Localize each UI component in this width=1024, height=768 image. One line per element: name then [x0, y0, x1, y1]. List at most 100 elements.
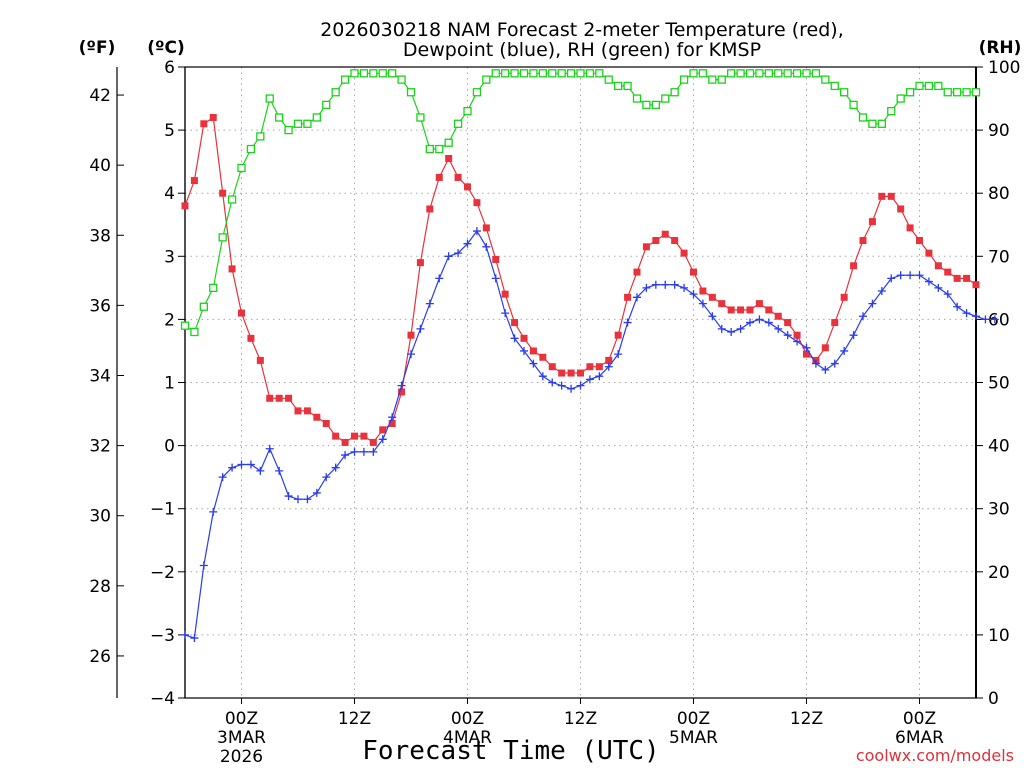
- dewpoint-point: [633, 293, 641, 302]
- dewpoint-point: [322, 473, 331, 482]
- rh-point: [416, 113, 425, 122]
- rh-point: [501, 69, 510, 78]
- rh-point: [265, 94, 274, 103]
- x-axis-label: Forecast Time (UTC): [362, 736, 659, 766]
- rh-point: [566, 69, 576, 78]
- rh-point: [519, 69, 529, 78]
- celsius-tick-label: 2: [164, 310, 175, 330]
- temperature-point: [916, 237, 923, 245]
- rh-tick-label: 80: [988, 184, 1010, 204]
- temperature-point: [426, 205, 434, 213]
- dewpoint-point: [981, 315, 990, 324]
- temperature-point: [624, 293, 632, 301]
- rh-point: [406, 88, 416, 97]
- rh-point: [463, 107, 472, 116]
- temperature-point: [322, 420, 330, 428]
- temperature-point: [803, 350, 810, 358]
- temperature-point: [454, 173, 462, 181]
- temperature-point: [671, 237, 679, 245]
- rh-tick-label: 70: [988, 247, 1010, 267]
- temperature-point: [303, 407, 311, 415]
- grid-lines: [185, 67, 976, 698]
- temperature-point: [294, 407, 302, 415]
- dewpoint-point: [595, 372, 604, 381]
- temperature-point: [407, 331, 415, 339]
- temperature-point: [238, 309, 245, 317]
- fahrenheit-tick-label: 40: [89, 156, 111, 176]
- rh-point: [962, 88, 971, 97]
- rh-tick-label: 50: [988, 374, 1010, 394]
- rh-point: [482, 75, 491, 84]
- rh-point: [209, 283, 218, 293]
- temperature-point: [887, 192, 895, 200]
- temperature-point: [708, 293, 716, 301]
- temperature-point: [953, 274, 961, 282]
- rh-point: [604, 75, 613, 84]
- temperature-point: [595, 363, 603, 371]
- dewpoint-point: [237, 460, 246, 469]
- temperature-point: [859, 237, 867, 245]
- dewpoint-point: [755, 315, 764, 324]
- temperature-point: [398, 388, 406, 396]
- dewpoint-point: [972, 312, 980, 321]
- rh-point: [322, 100, 331, 110]
- celsius-tick-label: 0: [164, 437, 175, 457]
- rh-point: [877, 119, 886, 128]
- temperature-point: [972, 281, 980, 289]
- fahrenheit-tick-label: 30: [89, 507, 111, 527]
- temperature-point: [642, 243, 650, 251]
- temperature-point: [529, 347, 537, 355]
- dewpoint-point: [454, 249, 463, 258]
- temperature-point: [746, 306, 754, 314]
- x-tick-label: 12Z: [338, 709, 371, 729]
- dewpoint-point: [934, 283, 943, 292]
- dewpoint-point: [943, 290, 952, 299]
- dewpoint-point: [764, 318, 773, 327]
- temperature-point: [464, 183, 471, 191]
- rh-point: [783, 69, 792, 78]
- rh-unit-label: (RH): [979, 38, 1022, 58]
- fahrenheit-tick-label: 28: [89, 577, 111, 597]
- rh-point: [510, 69, 519, 78]
- temperature-point: [285, 394, 293, 402]
- rh-point: [698, 69, 708, 78]
- temperature-point: [944, 268, 952, 276]
- dewpoint-point: [811, 359, 820, 368]
- dewpoint-point: [520, 346, 528, 355]
- dewpoint-point: [501, 309, 510, 318]
- rh-point: [218, 233, 227, 242]
- temperature-point: [680, 249, 688, 257]
- temperature-point: [652, 237, 660, 245]
- rh-point: [538, 69, 547, 78]
- rh-point: [237, 163, 246, 173]
- rh-point: [491, 69, 500, 78]
- dewpoint-point: [877, 287, 886, 296]
- dewpoint-point: [303, 495, 312, 504]
- dewpoint-point: [256, 466, 265, 475]
- rh-point: [971, 88, 981, 97]
- fahrenheit-tick-label: 42: [89, 86, 111, 106]
- dewpoint-point: [246, 460, 255, 469]
- temperature-point: [840, 293, 848, 301]
- temperature-point: [247, 334, 255, 342]
- dewpoint-point: [576, 381, 585, 390]
- dewpoint-series: [181, 227, 999, 643]
- rh-point: [576, 69, 585, 78]
- x-tick-label: 12Z: [790, 709, 823, 729]
- rh-point: [802, 69, 811, 78]
- temperature-point: [906, 224, 914, 232]
- fahrenheit-unit-label: (ºF): [79, 38, 116, 58]
- dewpoint-point: [265, 444, 274, 453]
- dewpoint-point: [557, 381, 566, 390]
- dewpoint-point: [538, 372, 547, 381]
- temperature-point: [586, 363, 594, 371]
- dewpoint-point: [275, 466, 284, 475]
- rh-point: [435, 144, 444, 154]
- temperature-point: [369, 438, 377, 446]
- rh-point: [256, 132, 265, 141]
- temperature-point: [558, 369, 566, 377]
- temperature-point: [228, 265, 236, 273]
- rh-point: [905, 88, 915, 97]
- x-tick-label: 00Z: [225, 709, 258, 729]
